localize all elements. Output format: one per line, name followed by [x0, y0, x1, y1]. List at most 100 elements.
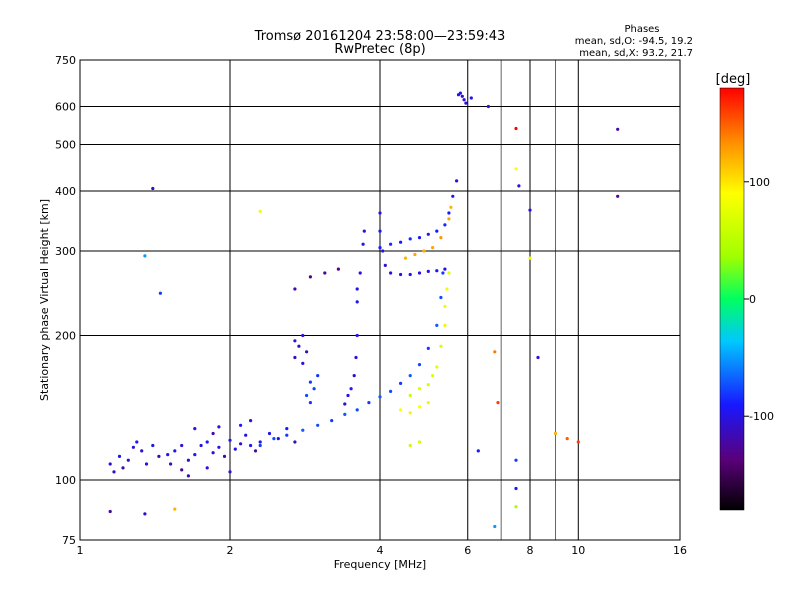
data-point: [308, 401, 312, 405]
y-tick-label: 400: [55, 185, 76, 198]
data-point: [272, 437, 276, 441]
colorbar-tick-label: -100: [749, 410, 774, 423]
data-point: [447, 271, 451, 275]
data-point: [426, 401, 430, 405]
y-tick-label: 300: [55, 245, 76, 258]
data-point: [308, 275, 312, 279]
data-point: [249, 443, 253, 448]
data-point: [135, 440, 139, 444]
data-point: [211, 431, 215, 436]
data-point: [305, 393, 309, 398]
data-point: [117, 454, 122, 458]
data-point: [343, 402, 347, 406]
data-point: [469, 96, 473, 100]
y-tick-label: 600: [55, 101, 76, 114]
data-point: [455, 179, 459, 183]
data-point: [108, 462, 112, 466]
data-point: [476, 449, 480, 453]
data-point: [435, 269, 439, 273]
data-point: [399, 240, 403, 244]
data-point: [217, 445, 221, 449]
data-point: [460, 94, 464, 98]
data-point: [158, 291, 162, 295]
data-point: [493, 350, 497, 354]
x-tick-labels: 1 2 4 6 8 10 16: [77, 544, 688, 557]
data-point: [108, 509, 112, 514]
data-point: [180, 468, 184, 472]
data-point: [514, 505, 518, 509]
data-point: [361, 242, 365, 246]
data-point: [258, 443, 262, 448]
data-point: [285, 427, 289, 431]
data-point: [449, 205, 453, 209]
data-point: [417, 405, 422, 409]
data-point: [276, 437, 280, 441]
data-point: [349, 387, 353, 391]
y-axis-label: Stationary phase Virtual Height [km]: [38, 199, 51, 401]
data-point: [308, 380, 312, 384]
data-point: [301, 333, 305, 338]
data-point: [352, 374, 356, 378]
data-point: [447, 217, 451, 221]
data-point: [140, 449, 144, 453]
data-point: [408, 237, 412, 241]
data-point: [267, 431, 272, 436]
data-point: [417, 271, 422, 275]
data-point: [528, 208, 532, 212]
data-point: [378, 229, 382, 233]
data-point: [417, 363, 422, 367]
data-point: [417, 236, 422, 240]
data-point: [293, 440, 297, 444]
y-tick-labels: 75 100 200 300 400 500 600 750: [55, 54, 76, 547]
data-point: [151, 443, 155, 448]
data-point: [222, 454, 227, 458]
colorbar-tick-label: 100: [749, 176, 770, 189]
data-point: [565, 437, 569, 441]
data-point: [346, 393, 350, 398]
data-point: [180, 443, 184, 448]
data-point: [517, 184, 521, 188]
x-tick-label: 10: [571, 544, 585, 557]
data-point: [297, 344, 301, 348]
data-point: [399, 408, 403, 412]
data-point: [312, 387, 316, 391]
y-tick-label: 100: [55, 474, 76, 487]
data-point: [143, 512, 147, 516]
data-point: [616, 127, 620, 131]
data-point: [343, 412, 347, 416]
data-point: [358, 271, 362, 275]
data-point: [143, 254, 147, 258]
data-point: [362, 229, 366, 233]
data-point: [228, 470, 232, 474]
data-point: [293, 339, 297, 343]
data-point: [439, 295, 443, 300]
data-point: [439, 236, 443, 240]
data-point: [239, 442, 243, 446]
data-point: [431, 374, 435, 378]
data-point: [435, 365, 439, 369]
data-point: [528, 256, 532, 260]
data-point: [381, 249, 385, 253]
data-point: [431, 246, 435, 250]
y-tick-label: 200: [55, 330, 76, 343]
y-tick-label: 750: [55, 54, 76, 67]
colorbar-ticks: 100 0 -100: [744, 176, 774, 423]
colorbar-label: [deg]: [716, 72, 751, 87]
data-point: [316, 374, 320, 378]
data-point: [205, 466, 209, 470]
data-point: [426, 346, 430, 350]
y-tick-label: 500: [55, 139, 76, 152]
data-point: [435, 323, 439, 327]
data-point: [173, 507, 177, 511]
data-point: [186, 474, 190, 478]
data-point: [443, 267, 447, 271]
chart-title: Tromsø 20161204 23:58:00—23:59:43: [254, 29, 506, 44]
data-point: [576, 440, 580, 444]
data-point: [205, 440, 209, 444]
data-point: [443, 304, 447, 308]
data-point: [193, 427, 197, 431]
y-tick-label: 75: [62, 534, 76, 547]
data-point: [126, 458, 130, 462]
data-point: [417, 440, 422, 444]
data-point: [239, 423, 243, 427]
